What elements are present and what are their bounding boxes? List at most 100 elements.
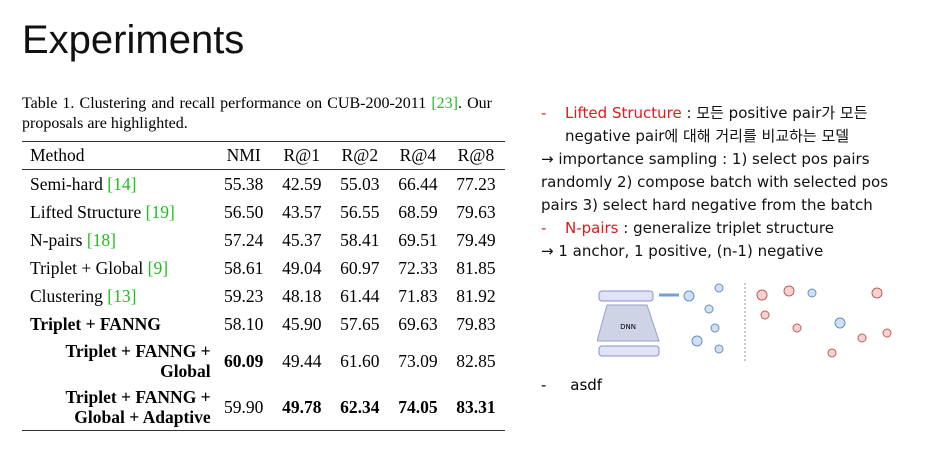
method-name: Triplet + FANNG + [65,341,211,361]
value-cell: 57.24 [224,229,264,250]
anchor-node [834,317,846,329]
bullet: - [541,104,547,122]
output-box [598,345,660,357]
table-row: Triplet + Global [9] 58.61 49.04 60.97 72.33… [22,254,505,282]
value-cell: 73.09 [398,351,438,371]
method-cell: N-pairs [18] [22,226,215,254]
header-cell: R@1 [272,141,331,170]
value-cell: 61.60 [340,351,380,371]
header-cell: R@2 [330,141,389,170]
value-cell: 59.90 [224,397,264,417]
value-cell: 81.92 [456,285,496,306]
table-row: Semi-hard [14] 55.38 42.59 55.03 66.44 77.23 [22,170,505,199]
method-name: Global [160,361,211,381]
note: → 1 anchor, 1 positive, (n-1) negative [541,240,911,263]
value-cell: 82.85 [456,351,496,371]
notes: - Lifted Structure : 모든 positive pair가 모든… [541,102,911,263]
method-cell: Triplet + FANNG + Global + Adaptive [22,384,215,431]
table-row: Triplet + FANNG 58.10 45.90 57.65 69.63 79.83 [22,310,505,338]
value-cell: 48.18 [282,285,322,306]
note-text: → importance sampling : 1) select pos pa… [541,150,889,214]
note-text: : 모든 positive pair가 모든 negative pair에 대해… [565,104,868,145]
value-cell: 79.49 [456,229,496,250]
method-cell: Triplet + FANNG [22,310,215,338]
value-cell: 62.34 [340,397,380,417]
value-cell: 58.41 [340,229,380,250]
caption-text: . Our proposals are highlighted. [22,95,493,132]
table-row: Triplet + FANNG + Global 60.09 49.44 61.60 73… [22,338,505,384]
method-cell: Triplet + FANNG + Global [22,338,215,384]
method-cell: Clustering [13] [22,282,215,310]
method-name: Global + Adaptive [74,407,211,427]
value-cell: 49.78 [282,397,322,417]
value-cell: 59.23 [224,285,264,306]
table-row: Triplet + FANNG + Global + Adaptive 59.90 4… [22,384,505,431]
value-cell: 83.31 [456,397,496,417]
value-cell: 69.51 [398,229,438,250]
citation: [14] [107,173,137,194]
method-name: N-pairs [30,229,83,250]
value-cell: 71.83 [398,285,438,306]
citation: [19] [145,201,175,222]
caption-text: Table 1. Clustering and recall performan… [22,95,427,112]
value-cell: 43.57 [282,201,322,222]
method-cell: Triplet + Global [9] [22,254,215,282]
note: - N-pairs : generalize triplet structure [541,217,911,240]
value-cell: 61.44 [340,285,380,306]
method-cell: Semi-hard [14] [22,170,215,199]
table-caption: Table 1. Clustering and recall performan… [22,94,492,134]
value-cell: 55.38 [224,173,264,194]
value-cell: 49.04 [282,257,322,278]
dnn-shape [597,304,660,342]
figure: DNN [597,283,892,361]
note-last: - asdf [541,376,602,394]
value-cell: 56.50 [224,201,264,222]
header-cell: R@8 [446,141,505,170]
results-table: Method NMI R@1 R@2 R@4 R@8 Semi-hard [14] 55.38… [22,141,505,431]
method-name: Triplet + FANNG + [65,387,211,407]
graph-right [756,285,892,358]
slide-title: Experiments [22,18,245,62]
header-cell: Method [22,141,215,170]
citation: [18] [86,229,117,250]
value-cell: 45.90 [282,313,322,334]
input-box [598,290,654,302]
value-cell: 56.55 [340,201,380,222]
caption-ref: [23] [431,95,458,112]
table-row: Lifted Structure [19] 56.50 43.57 56.55 68.5… [22,198,505,226]
value-cell: 66.44 [398,173,438,194]
value-cell: 79.63 [456,201,496,222]
positive-node [807,288,817,298]
value-cell: 74.05 [398,397,438,417]
value-cell: 60.09 [224,351,264,371]
note-highlight: N-pairs [565,219,619,237]
note-text: asdf [570,376,603,394]
method-name: Semi-hard [30,173,103,194]
value-cell: 79.83 [456,313,496,334]
value-cell: 68.59 [398,201,438,222]
method-cell: Lifted Structure [19] [22,198,215,226]
note-highlight: Lifted Structure [565,104,682,122]
note: - Lifted Structure : 모든 positive pair가 모든… [541,102,911,148]
header-row: Method NMI R@1 R@2 R@4 R@8 [22,141,505,170]
dnn-label: DNN [620,323,636,331]
value-cell: 58.61 [224,257,264,278]
value-cell: 69.63 [398,313,438,334]
note-text: : generalize triplet structure [618,219,834,237]
method-name: Triplet + Global [30,257,144,278]
header-cell: R@4 [388,141,447,170]
table-row: N-pairs [18] 57.24 45.37 58.41 69.51 79.49 [22,226,505,254]
value-cell: 58.10 [224,313,264,334]
value-cell: 72.33 [398,257,438,278]
value-cell: 57.65 [340,313,380,334]
method-name: Triplet + FANNG [30,313,161,334]
value-cell: 55.03 [340,173,380,194]
bullet: - [541,219,547,237]
method-name: Lifted Structure [30,201,142,222]
value-cell: 81.85 [456,257,496,278]
note: → importance sampling : 1) select pos pa… [541,148,911,217]
method-name: Clustering [30,285,103,306]
citation: [9] [147,257,169,278]
table-row: Clustering [13] 59.23 48.18 61.44 71.83 81.92 [22,282,505,310]
